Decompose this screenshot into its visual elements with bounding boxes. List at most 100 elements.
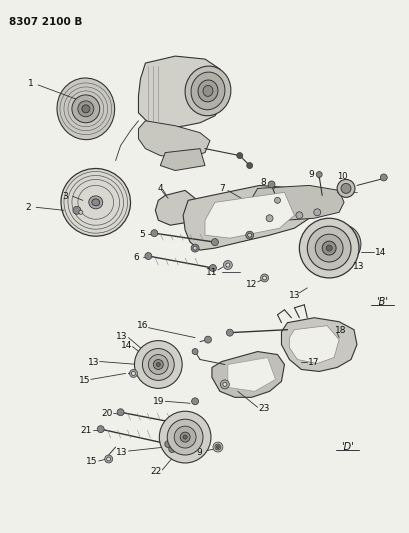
Circle shape [97, 426, 104, 433]
Circle shape [79, 211, 83, 214]
Polygon shape [289, 326, 338, 364]
Circle shape [193, 246, 197, 250]
Text: 18: 18 [335, 326, 346, 335]
Polygon shape [183, 185, 313, 250]
Circle shape [225, 263, 229, 267]
Circle shape [320, 224, 360, 264]
Text: 14: 14 [374, 247, 386, 256]
Text: 8: 8 [260, 178, 266, 187]
Text: 2: 2 [25, 203, 31, 212]
Circle shape [131, 372, 135, 375]
Text: 15: 15 [79, 376, 90, 385]
Circle shape [245, 231, 253, 239]
Circle shape [183, 435, 187, 439]
Circle shape [211, 239, 218, 246]
Text: 16: 16 [136, 321, 148, 330]
Text: 'D': 'D' [340, 442, 353, 452]
Polygon shape [227, 358, 275, 391]
Ellipse shape [191, 72, 225, 110]
Text: 9: 9 [196, 448, 201, 457]
Circle shape [129, 369, 137, 377]
Ellipse shape [92, 199, 99, 206]
Circle shape [315, 172, 321, 177]
Circle shape [223, 261, 232, 270]
Circle shape [159, 411, 211, 463]
Text: 8307 2100 B: 8307 2100 B [9, 17, 83, 27]
Circle shape [262, 276, 266, 280]
Circle shape [178, 421, 185, 427]
Polygon shape [211, 352, 284, 397]
Circle shape [153, 360, 163, 369]
Ellipse shape [61, 168, 130, 236]
Text: 1: 1 [28, 79, 34, 88]
Text: 23: 23 [257, 404, 269, 413]
Circle shape [220, 380, 229, 389]
Text: 22: 22 [151, 467, 162, 477]
Circle shape [144, 253, 151, 260]
Polygon shape [204, 192, 294, 238]
Text: 6: 6 [133, 253, 139, 262]
Circle shape [180, 432, 190, 442]
Circle shape [191, 244, 198, 252]
Circle shape [104, 455, 112, 463]
Circle shape [156, 362, 160, 367]
Circle shape [174, 426, 196, 448]
Circle shape [222, 382, 226, 386]
Text: 13: 13 [288, 292, 299, 301]
Circle shape [216, 446, 219, 449]
Polygon shape [160, 149, 204, 171]
Text: 13: 13 [352, 262, 364, 271]
Circle shape [321, 241, 335, 255]
Circle shape [148, 354, 168, 375]
Ellipse shape [89, 196, 102, 209]
Circle shape [169, 446, 175, 453]
Circle shape [336, 180, 354, 197]
Circle shape [299, 218, 358, 278]
Circle shape [117, 409, 124, 416]
Text: 20: 20 [101, 409, 112, 418]
Polygon shape [155, 190, 195, 225]
Text: 10: 10 [336, 172, 346, 181]
Circle shape [209, 264, 216, 271]
Circle shape [204, 336, 211, 343]
Polygon shape [281, 318, 356, 372]
Text: 13: 13 [115, 332, 127, 341]
Text: 7: 7 [218, 184, 224, 193]
Circle shape [267, 181, 274, 188]
Circle shape [315, 234, 342, 262]
Text: 21: 21 [80, 426, 91, 434]
Ellipse shape [198, 80, 218, 102]
Circle shape [340, 183, 350, 193]
Polygon shape [138, 121, 209, 158]
Circle shape [151, 230, 157, 237]
Circle shape [236, 152, 242, 158]
Text: 5: 5 [139, 230, 145, 239]
Circle shape [226, 329, 233, 336]
Text: 12: 12 [245, 280, 257, 289]
Circle shape [328, 232, 352, 256]
Text: 15: 15 [86, 457, 97, 466]
Text: 17: 17 [307, 358, 318, 367]
Circle shape [247, 233, 251, 237]
Circle shape [134, 341, 182, 389]
Circle shape [313, 209, 320, 216]
Circle shape [78, 101, 94, 117]
Circle shape [274, 197, 280, 203]
Circle shape [246, 163, 252, 168]
Circle shape [82, 105, 90, 113]
Text: 3: 3 [62, 192, 67, 201]
Circle shape [214, 444, 220, 450]
Text: 'B': 'B' [375, 297, 387, 307]
Circle shape [326, 245, 331, 251]
Circle shape [265, 215, 272, 222]
Text: 13: 13 [115, 448, 127, 457]
Circle shape [142, 349, 174, 381]
Circle shape [212, 442, 222, 452]
Ellipse shape [184, 66, 230, 116]
Text: 14: 14 [121, 341, 132, 350]
Circle shape [260, 274, 268, 282]
Ellipse shape [202, 85, 212, 96]
Circle shape [295, 212, 302, 219]
Text: 9: 9 [308, 170, 313, 179]
Circle shape [164, 441, 171, 448]
